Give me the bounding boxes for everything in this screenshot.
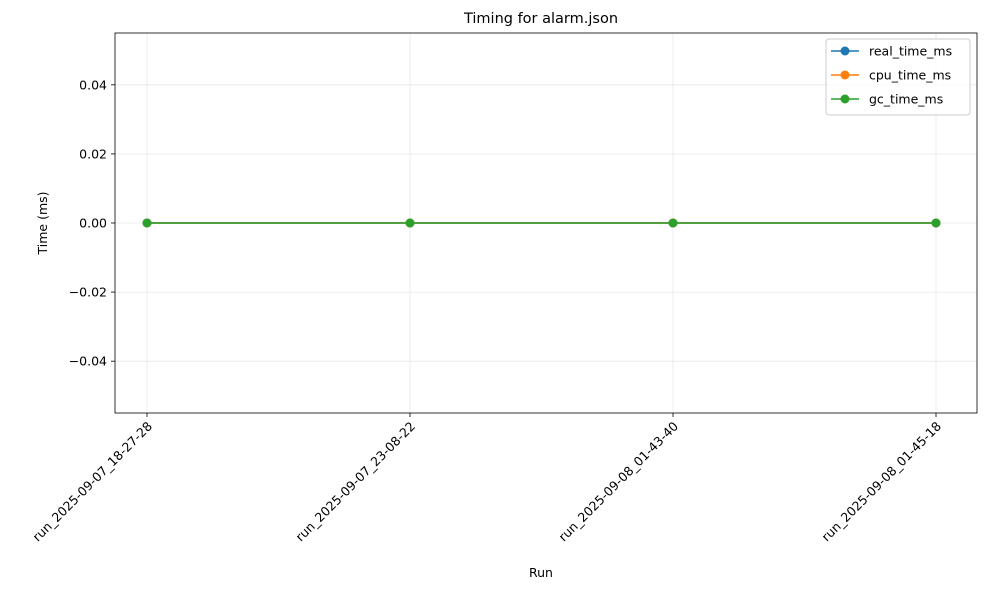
legend-label-cpu_time_ms: cpu_time_ms bbox=[869, 68, 951, 83]
series-layer bbox=[142, 218, 941, 228]
y-tick-label: 0.02 bbox=[79, 146, 107, 161]
legend-box bbox=[825, 38, 971, 116]
chart-title: Timing for alarm.json bbox=[463, 11, 618, 27]
y-axis-label: Time (ms) bbox=[35, 191, 50, 255]
x-tick-label: run_2025-09-07_18-27-28 bbox=[29, 418, 155, 544]
x-tick-label: run_2025-09-08_01-43-40 bbox=[555, 418, 681, 544]
legend-marker-real_time_ms bbox=[840, 46, 850, 56]
x-tick-label: run_2025-09-08_01-45-18 bbox=[818, 418, 944, 544]
ticks-layer: −0.04 −0.02 0.00 0.02 0.04 run_2025-09-07_18-… bbox=[29, 77, 944, 544]
legend-marker-cpu_time_ms bbox=[840, 70, 850, 80]
legend: real_time_ms cpu_time_ms gc_time_ms bbox=[825, 38, 971, 116]
legend-label-gc_time_ms: gc_time_ms bbox=[869, 92, 943, 107]
legend-marker-gc_time_ms bbox=[840, 94, 850, 104]
data-point-gc_time_ms bbox=[142, 218, 152, 228]
y-tick-label: −0.04 bbox=[69, 354, 107, 369]
y-tick-label: 0.00 bbox=[79, 216, 107, 231]
x-axis-label: Run bbox=[529, 565, 553, 580]
legend-label-real_time_ms: real_time_ms bbox=[869, 44, 952, 59]
data-point-gc_time_ms bbox=[668, 218, 678, 228]
x-tick-label: run_2025-09-07_23-08-22 bbox=[292, 419, 418, 545]
data-point-gc_time_ms bbox=[931, 218, 941, 228]
y-tick-label: 0.04 bbox=[79, 77, 107, 92]
y-tick-label: −0.02 bbox=[69, 285, 107, 300]
data-point-gc_time_ms bbox=[405, 218, 415, 228]
